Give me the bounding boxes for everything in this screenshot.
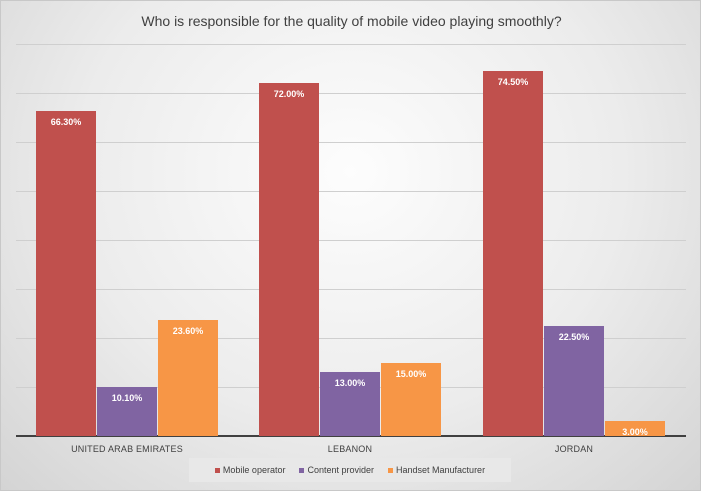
gridline bbox=[16, 338, 686, 339]
category-label: JORDAN bbox=[554, 444, 594, 454]
category-label: LEBANON bbox=[327, 444, 373, 454]
data-label: 66.30% bbox=[50, 117, 82, 128]
legend-swatch-icon bbox=[214, 467, 220, 473]
bar: 23.60% bbox=[158, 320, 218, 436]
bar: 10.10% bbox=[97, 386, 157, 436]
gridline bbox=[16, 240, 686, 241]
bar: 15.00% bbox=[381, 362, 441, 436]
bar: 13.00% bbox=[320, 372, 380, 436]
data-label: 22.50% bbox=[558, 331, 590, 342]
bar: 72.00% bbox=[259, 83, 319, 436]
gridline bbox=[16, 44, 686, 45]
data-label: 74.50% bbox=[497, 76, 529, 87]
chart-title: Who is responsible for the quality of mo… bbox=[141, 13, 562, 29]
bar: 3.00% bbox=[605, 421, 665, 438]
legend-item-handset-manufacturer: Handset Manufacturer bbox=[388, 465, 485, 475]
x-axis-line bbox=[16, 435, 686, 437]
data-label: 3.00% bbox=[622, 427, 648, 438]
gridline bbox=[16, 142, 686, 143]
bar: 74.50% bbox=[483, 70, 543, 436]
data-label: 10.10% bbox=[111, 392, 143, 403]
gridline bbox=[16, 191, 686, 192]
gridline bbox=[16, 93, 686, 94]
data-label: 15.00% bbox=[395, 368, 427, 379]
category-label: UNITED ARAB EMIRATES bbox=[71, 444, 183, 454]
legend-item-content-provider: Content provider bbox=[299, 465, 374, 475]
gridline bbox=[16, 289, 686, 290]
legend-swatch-icon bbox=[299, 467, 305, 473]
bar: 22.50% bbox=[544, 325, 604, 436]
legend-swatch-icon bbox=[388, 467, 394, 473]
bar: 66.30% bbox=[36, 111, 96, 436]
data-label: 13.00% bbox=[334, 378, 366, 389]
data-label: 23.60% bbox=[172, 326, 204, 337]
data-label: 72.00% bbox=[273, 89, 305, 100]
legend-item-mobile-operator: Mobile operator bbox=[214, 465, 285, 475]
legend: Mobile operator Content provider Handset… bbox=[189, 458, 511, 482]
